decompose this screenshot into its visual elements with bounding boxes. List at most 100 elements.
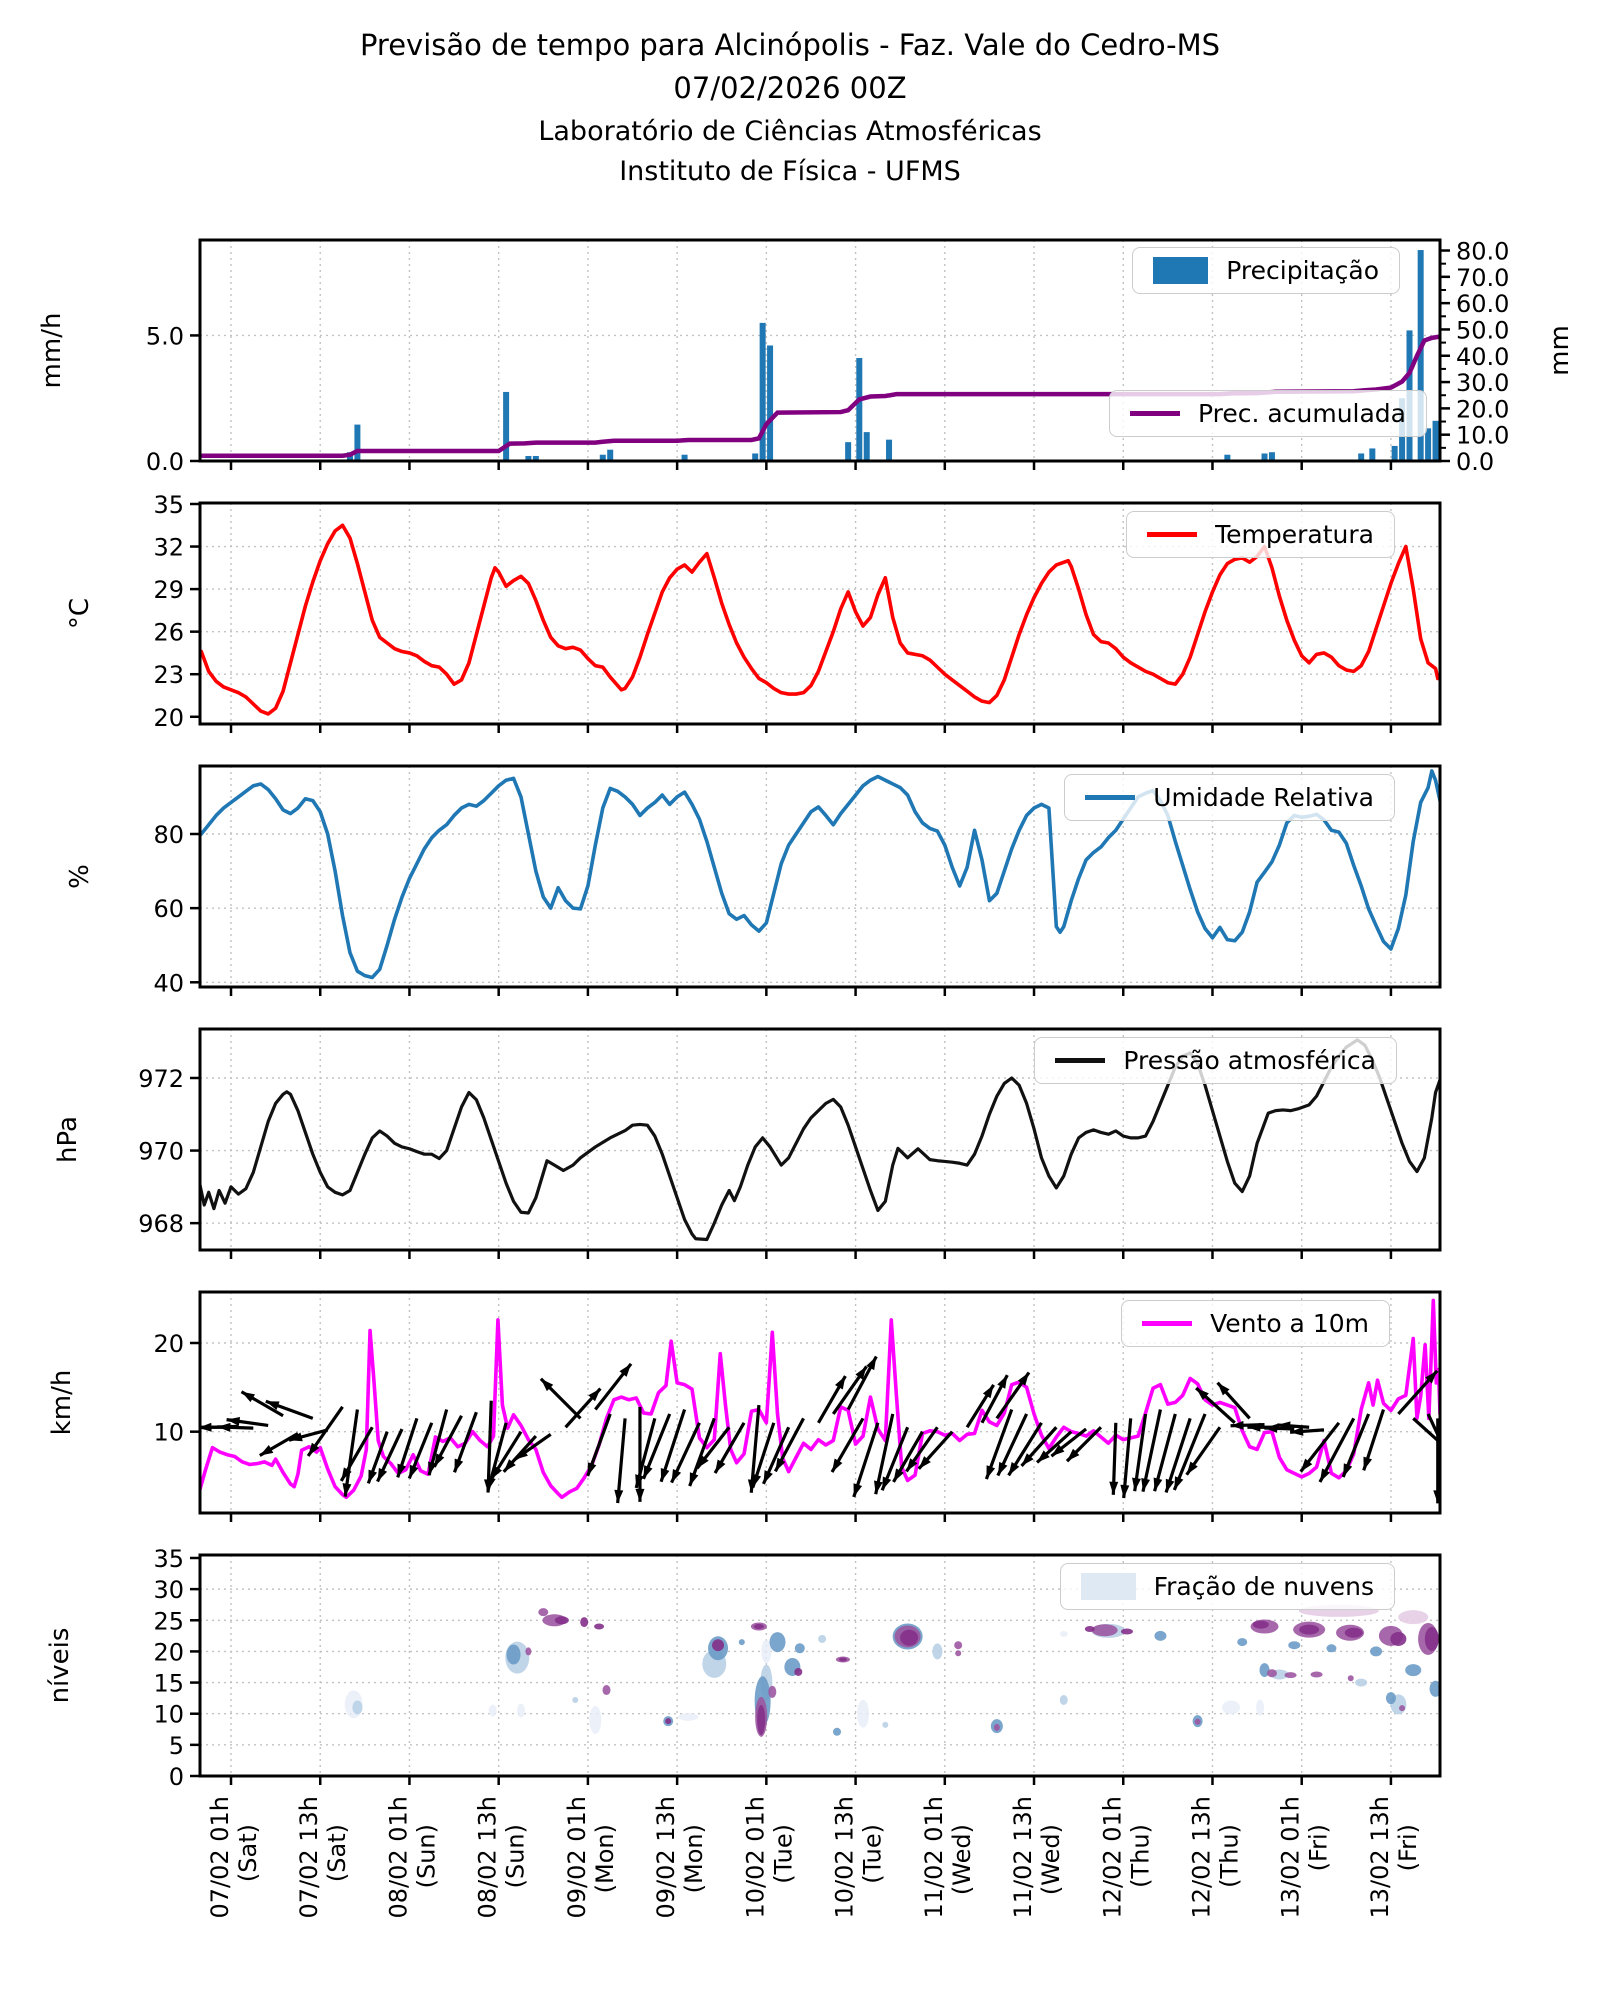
svg-text:30: 30 [153, 1576, 184, 1604]
svg-text:09/02 01h: 09/02 01h [563, 1796, 591, 1919]
svg-text:km/h: km/h [47, 1370, 77, 1436]
accumulated-swatch-icon [1130, 411, 1181, 416]
subtitle-line2: Instituto de Física - UFMS [619, 156, 961, 187]
svg-text:0: 0 [169, 1763, 184, 1791]
svg-text:80.0: 80.0 [1456, 238, 1509, 266]
svg-text:12/02 13h: 12/02 13h [1187, 1796, 1215, 1919]
legend-wind: Vento a 10m [1121, 1300, 1390, 1347]
svg-text:60.0: 60.0 [1456, 290, 1509, 318]
svg-text:0.0: 0.0 [146, 448, 184, 476]
legend-wind-label: Vento a 10m [1210, 1309, 1369, 1338]
title-line2: 07/02/2026 00Z [673, 71, 907, 105]
svg-text:07/02 01h: 07/02 01h [206, 1796, 234, 1919]
cloud-fraction-swatch-icon [1080, 1573, 1136, 1600]
svg-text:(Wed): (Wed) [1037, 1824, 1065, 1895]
svg-text:20: 20 [153, 1638, 184, 1666]
svg-text:(Mon): (Mon) [680, 1824, 708, 1893]
svg-text:(Sun): (Sun) [502, 1824, 530, 1888]
pressure-plot: 968 970 972 hPa [53, 1027, 1442, 1259]
svg-text:(Thu): (Thu) [1215, 1824, 1243, 1888]
panel-precipitation: 0.0 5.0 0.0 10.0 20.0 30.0 40.0 50.0 60.0 70.0 80.… [37, 238, 1575, 476]
legend-cloud-fraction: Fração de nuvens [1059, 1563, 1395, 1610]
svg-text:08/02 01h: 08/02 01h [384, 1796, 412, 1919]
wind-swatch-icon [1142, 1321, 1193, 1326]
svg-text:29: 29 [153, 576, 184, 604]
svg-text:968: 968 [138, 1210, 184, 1238]
svg-text:0.0: 0.0 [1456, 448, 1494, 476]
svg-text:11/02 01h: 11/02 01h [920, 1796, 948, 1919]
svg-text:20: 20 [153, 1330, 184, 1358]
legend-accumulated-label: Prec. acumulada [1198, 399, 1406, 428]
title-line1: Previsão de tempo para Alcinópolis - Faz… [359, 28, 1221, 62]
panel-humidity: 40 60 80% Umidade Relativa [65, 764, 1442, 997]
svg-text:10.0: 10.0 [1456, 422, 1509, 450]
svg-text:10/02 13h: 10/02 13h [831, 1796, 859, 1919]
subtitle-line1: Laboratório de Ciências Atmosféricas [538, 116, 1042, 147]
panel-temperature: 20 23 26 29 32 35 °C Temperatura [65, 491, 1442, 733]
temperature-plot: 20 23 26 29 32 35 °C [65, 491, 1442, 733]
svg-text:mm/h: mm/h [37, 313, 67, 389]
panel-pressure: 968 970 972 hPa Pressão atmosférica [53, 1027, 1442, 1259]
svg-text:(Sun): (Sun) [412, 1824, 440, 1888]
legend-temperature-label: Temperatura [1215, 520, 1374, 549]
svg-text:(Tue): (Tue) [769, 1824, 797, 1884]
svg-text:11/02 13h: 11/02 13h [1009, 1796, 1037, 1919]
svg-text:08/02 13h: 08/02 13h [474, 1796, 502, 1919]
svg-text:20: 20 [153, 704, 184, 732]
svg-text:mm: mm [1545, 325, 1575, 376]
legend-pressure: Pressão atmosférica [1034, 1037, 1397, 1084]
svg-text:32: 32 [153, 534, 184, 562]
svg-text:(Tue): (Tue) [859, 1824, 887, 1884]
figure-subtitle: Laboratório de Ciências Atmosféricas Ins… [105, 112, 1475, 192]
svg-text:(Mon): (Mon) [591, 1824, 619, 1893]
svg-text:5: 5 [169, 1732, 184, 1760]
svg-text:60: 60 [153, 895, 184, 923]
legend-humidity-label: Umidade Relativa [1153, 783, 1374, 812]
legend-temperature: Temperatura [1126, 511, 1395, 558]
svg-text:13/02 13h: 13/02 13h [1366, 1796, 1394, 1919]
precipitation-swatch-icon [1153, 257, 1209, 284]
svg-text:07/02 13h: 07/02 13h [295, 1796, 323, 1919]
legend-precipitation-label: Precipitação [1226, 256, 1379, 285]
svg-text:35: 35 [153, 1545, 184, 1573]
svg-text:(Fri): (Fri) [1394, 1824, 1422, 1871]
svg-text:15: 15 [153, 1670, 184, 1698]
svg-text:10: 10 [153, 1419, 184, 1447]
panel-cloud-fraction: 0 5 10 15 20 25 30 35 níveis 07/02 01h (Sat) 07/02 … [45, 1545, 1442, 1919]
svg-text:10: 10 [153, 1701, 184, 1729]
svg-text:972: 972 [138, 1065, 184, 1093]
svg-text:(Thu): (Thu) [1126, 1824, 1154, 1888]
legend-precipitation: Precipitação [1132, 247, 1400, 294]
legend-cloud-fraction-label: Fração de nuvens [1153, 1572, 1374, 1601]
svg-text:12/02 01h: 12/02 01h [1098, 1796, 1126, 1919]
svg-text:%: % [65, 864, 95, 889]
svg-text:09/02 13h: 09/02 13h [652, 1796, 680, 1919]
humidity-swatch-icon [1085, 795, 1136, 800]
svg-text:(Fri): (Fri) [1305, 1824, 1333, 1871]
legend-accumulated: Prec. acumulada [1109, 390, 1427, 437]
temperature-swatch-icon [1147, 532, 1198, 537]
svg-text:40: 40 [153, 969, 184, 997]
pressure-swatch-icon [1055, 1058, 1106, 1063]
svg-text:50.0: 50.0 [1456, 316, 1509, 344]
svg-text:níveis: níveis [45, 1628, 75, 1704]
svg-text:(Sat): (Sat) [323, 1824, 351, 1882]
svg-text:(Sat): (Sat) [234, 1824, 262, 1882]
svg-text:°C: °C [65, 598, 95, 629]
svg-text:30.0: 30.0 [1456, 369, 1509, 397]
svg-text:35: 35 [153, 491, 184, 519]
svg-text:hPa: hPa [53, 1116, 83, 1163]
svg-text:(Wed): (Wed) [948, 1824, 976, 1895]
svg-text:80: 80 [153, 821, 184, 849]
legend-pressure-label: Pressão atmosférica [1123, 1046, 1376, 1075]
legend-humidity: Umidade Relativa [1064, 774, 1395, 821]
svg-text:25: 25 [153, 1607, 184, 1635]
svg-text:23: 23 [153, 661, 184, 689]
wind-plot: 10 20 km/h [47, 1290, 1442, 1522]
svg-text:10/02 01h: 10/02 01h [741, 1796, 769, 1919]
figure-title: Previsão de tempo para Alcinópolis - Faz… [105, 24, 1475, 110]
svg-text:70.0: 70.0 [1456, 264, 1509, 292]
svg-text:970: 970 [138, 1138, 184, 1166]
